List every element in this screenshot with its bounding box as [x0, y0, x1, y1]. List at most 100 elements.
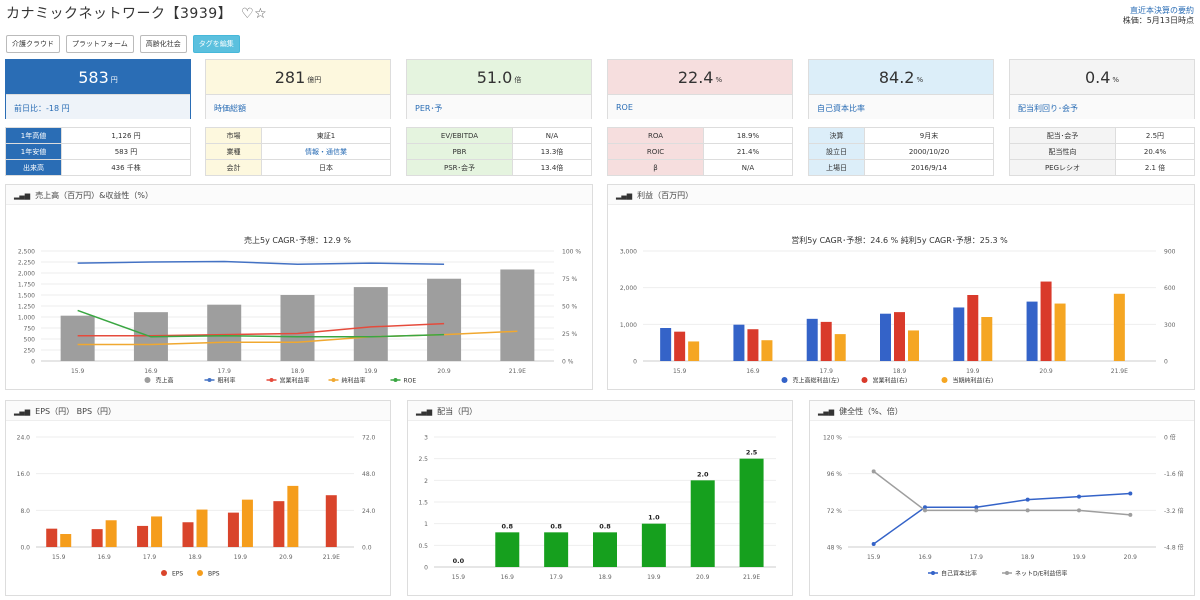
panel-title: EPS（円） BPS（円）: [35, 407, 117, 416]
y-tick-label: 1,000: [620, 322, 637, 329]
company-name: カナミックネットワーク【3939】: [6, 6, 233, 22]
bar: [739, 458, 764, 567]
panel-header: ▂▄▆ 売上高（百万円）&収益性（%）: [6, 185, 592, 205]
table-value: 20.4%: [1115, 143, 1195, 160]
card-value: 0.4: [1084, 67, 1111, 87]
card-equity-ratio[interactable]: 84.2% 自己資本比率: [808, 59, 994, 119]
table-value: 18.9%: [703, 127, 793, 144]
bar: [690, 480, 715, 567]
table-key: ROA: [607, 127, 704, 144]
card-label[interactable]: ROE: [608, 94, 792, 119]
y-tick-label: 750: [24, 326, 36, 333]
edit-tags-button[interactable]: タグを編集: [192, 35, 240, 53]
table-value: 21.4%: [703, 143, 793, 160]
x-tick-label: 17.9: [549, 574, 563, 581]
x-tick-label: 19.9: [1072, 554, 1086, 561]
card-unit: 倍: [514, 75, 522, 84]
card-per[interactable]: 51.0 倍 PER･予: [406, 59, 592, 119]
x-tick-label: 16.9: [97, 554, 111, 561]
table-key: β: [607, 159, 704, 176]
bar: [427, 278, 462, 361]
bar-chart-icon: ▂▄▆: [14, 408, 31, 416]
table-row: β N/A: [607, 159, 793, 176]
x-tick-label: 17.9: [820, 368, 834, 375]
legend-label: 当期純利益(右): [953, 377, 994, 385]
legend-swatch: [144, 377, 151, 383]
tag-aging-society[interactable]: 高齢化社会: [139, 35, 187, 53]
y-tick-label: 96 %: [827, 471, 843, 478]
latest-results-link[interactable]: 直近本決算の要約: [1130, 6, 1194, 15]
table-row: 設立日 2000/10/20: [808, 143, 994, 160]
card-value: 51.0: [476, 67, 513, 87]
y-tick-label: 500: [24, 337, 36, 344]
x-tick-label: 18.9: [291, 368, 305, 375]
y-tick-label: 0.0: [20, 545, 30, 552]
y2-tick-label: 0.0: [362, 545, 372, 552]
card-value: 84.2: [878, 67, 915, 87]
series-line: [77, 322, 445, 337]
industry-link[interactable]: 情報・通信業: [261, 143, 391, 160]
y-tick-label: 2,500: [18, 249, 35, 256]
bar: [227, 512, 239, 547]
y-tick-label: 120 %: [823, 435, 842, 442]
card-market-cap[interactable]: 281 億円 時価総額: [205, 59, 391, 119]
bar: [60, 315, 95, 361]
bar: [761, 340, 773, 361]
bar-chart-icon: ▂▄▆: [818, 408, 835, 416]
x-tick-label: 15.9: [71, 368, 85, 375]
data-point: [923, 505, 927, 510]
bar: [137, 525, 149, 547]
y2-tick-label: 50 %: [562, 304, 578, 311]
table-value: 2000/10/20: [864, 143, 994, 160]
price-timestamp: 株価：5月13日時点: [1122, 16, 1194, 25]
x-tick-label: 21.9E: [323, 554, 340, 561]
tag-kaigo-cloud[interactable]: 介護クラウド: [6, 35, 60, 53]
tag-platform[interactable]: プラットフォーム: [66, 35, 134, 53]
bar: [641, 523, 666, 567]
bar: [880, 313, 891, 361]
card-label[interactable]: PER･予: [407, 94, 591, 119]
card-roe[interactable]: 22.4% ROE: [607, 59, 793, 119]
y-tick-label: 250: [24, 348, 36, 355]
y-tick-label: 0: [31, 359, 35, 366]
page-header: カナミックネットワーク【3939】 ♡☆ 直近本決算の要約 株価：5月13日時点…: [0, 0, 1200, 56]
legend-label: ROE: [404, 378, 417, 385]
favorite-icon[interactable]: ♡☆: [241, 6, 268, 22]
table-value: 436 千株: [61, 159, 191, 176]
bar: [908, 330, 919, 361]
y-tick-label: 2,250: [18, 260, 35, 267]
y2-tick-label: 0 %: [562, 359, 574, 366]
table-row: 出来高 436 千株: [5, 159, 191, 176]
bar: [196, 509, 208, 547]
card-value: 583: [78, 67, 109, 87]
card-dividend-yield[interactable]: 0.4% 配当利回り･会予: [1009, 59, 1195, 119]
y2-tick-label: 100 %: [562, 249, 581, 256]
info-table-market: 市場 東証1 業種 情報・通信業 会計 日本: [205, 127, 391, 176]
table-value: 13.4倍: [512, 159, 592, 176]
y-tick-label: 48 %: [827, 545, 843, 552]
data-point: [871, 541, 876, 546]
x-tick-label: 20.9: [696, 574, 710, 581]
data-point: [1128, 491, 1133, 496]
card-stock-price: 583 円 前日比：-18 円: [5, 59, 191, 119]
table-value: 2.1 倍: [1115, 159, 1195, 176]
panel-header: ▂▄▆ 健全性（%、倍）: [810, 401, 1194, 421]
card-label[interactable]: 自己資本比率: [809, 94, 993, 119]
bar-chart-icon: ▂▄▆: [616, 192, 633, 200]
profit-chart: 営利5y CAGR･予想：24.6 % 純利5y CAGR･予想：25.3 % 0…: [620, 235, 1176, 385]
card-label[interactable]: 配当利回り･会予: [1010, 94, 1194, 119]
card-label[interactable]: 時価総額: [206, 94, 390, 119]
y-tick-label: 8.0: [20, 508, 30, 515]
bar: [495, 532, 520, 567]
panel-eps-bps: ▂▄▆ EPS（円） BPS（円） 0.0 8.0 16.0 24.0 0.0 24.0 48…: [5, 400, 391, 596]
x-tick-label: 18.9: [893, 368, 907, 375]
eps-bps-chart: 0.0 8.0 16.0 24.0 0.0 24.0 48.0 72.0 15.9 16.9 17.…: [17, 435, 376, 578]
bar: [967, 295, 979, 361]
legend-label: 売上高総利益(左): [793, 377, 840, 385]
panel-health: ▂▄▆ 健全性（%、倍） 48 % 72 % 96 % 120 % -4.8 倍 -3.2 …: [809, 400, 1195, 596]
y-tick-label: 3: [424, 435, 428, 442]
y2-tick-label: 600: [1164, 285, 1176, 292]
legend-swatch-dot: [207, 378, 212, 382]
table-value: 9月末: [864, 127, 994, 144]
x-tick-label: 17.9: [143, 554, 157, 561]
